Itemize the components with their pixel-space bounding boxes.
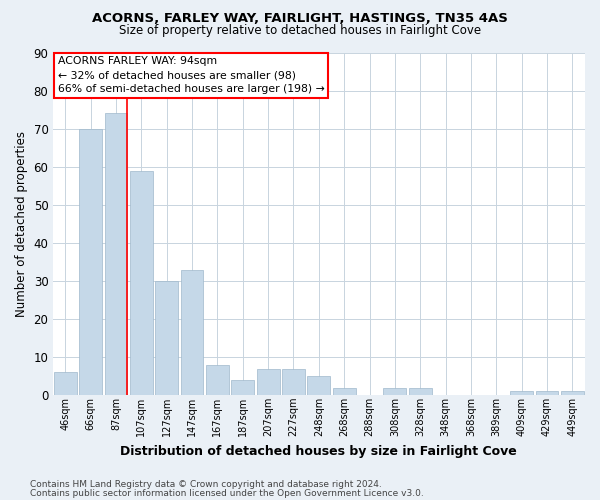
Bar xyxy=(383,388,406,396)
Y-axis label: Number of detached properties: Number of detached properties xyxy=(15,131,28,317)
Bar xyxy=(104,114,127,396)
Bar xyxy=(510,392,533,396)
Text: Contains HM Land Registry data © Crown copyright and database right 2024.: Contains HM Land Registry data © Crown c… xyxy=(30,480,382,489)
X-axis label: Distribution of detached houses by size in Fairlight Cove: Distribution of detached houses by size … xyxy=(121,444,517,458)
Bar xyxy=(79,128,102,396)
Bar xyxy=(130,170,153,396)
Text: ACORNS, FARLEY WAY, FAIRLIGHT, HASTINGS, TN35 4AS: ACORNS, FARLEY WAY, FAIRLIGHT, HASTINGS,… xyxy=(92,12,508,26)
Bar xyxy=(232,380,254,396)
Bar xyxy=(257,368,280,396)
Bar xyxy=(155,281,178,396)
Bar xyxy=(282,368,305,396)
Text: Contains public sector information licensed under the Open Government Licence v3: Contains public sector information licen… xyxy=(30,488,424,498)
Bar xyxy=(307,376,330,396)
Bar xyxy=(409,388,431,396)
Bar xyxy=(206,365,229,396)
Text: ACORNS FARLEY WAY: 94sqm
← 32% of detached houses are smaller (98)
66% of semi-d: ACORNS FARLEY WAY: 94sqm ← 32% of detach… xyxy=(58,56,325,94)
Bar xyxy=(54,372,77,396)
Text: Size of property relative to detached houses in Fairlight Cove: Size of property relative to detached ho… xyxy=(119,24,481,37)
Bar xyxy=(333,388,356,396)
Bar xyxy=(181,270,203,396)
Bar xyxy=(536,392,559,396)
Bar xyxy=(561,392,584,396)
